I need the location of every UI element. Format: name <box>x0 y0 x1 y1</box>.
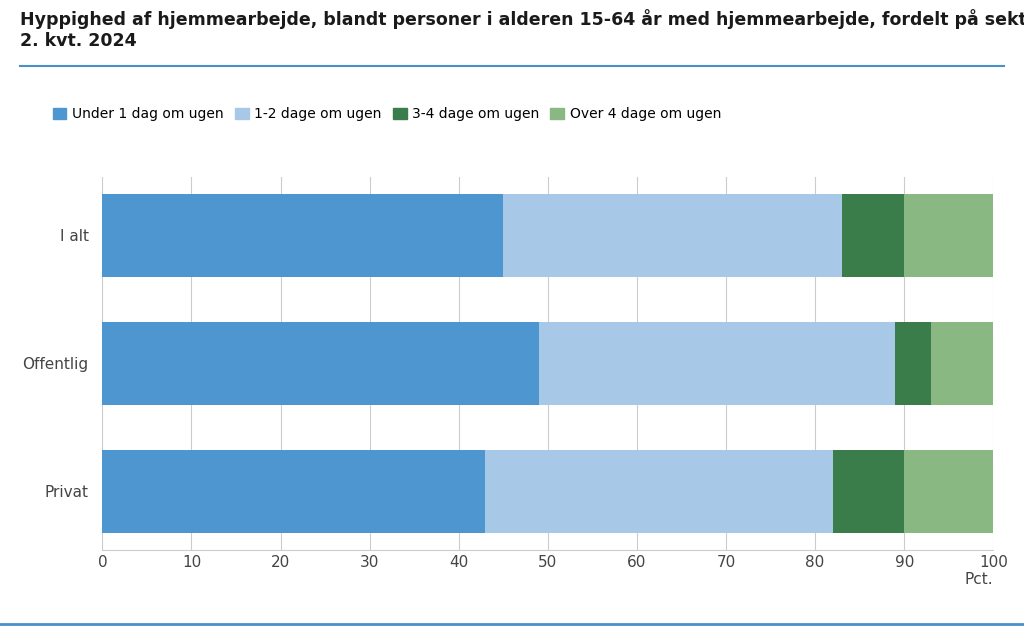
Bar <box>904 194 993 277</box>
Legend: Under 1 dag om ugen, 1-2 dage om ugen, 3-4 dage om ugen, Over 4 dage om ugen: Under 1 dag om ugen, 1-2 dage om ugen, 3… <box>47 102 727 127</box>
Bar <box>833 450 904 533</box>
Bar <box>931 322 993 405</box>
Bar <box>485 450 833 533</box>
Bar <box>904 450 993 533</box>
Text: Hyppighed af hjemmearbejde, blandt personer i alderen 15-64 år med hjemmearbejde: Hyppighed af hjemmearbejde, blandt perso… <box>20 9 1024 30</box>
Bar <box>102 194 503 277</box>
X-axis label: Pct.: Pct. <box>965 572 993 586</box>
Bar <box>895 322 931 405</box>
Bar <box>842 194 904 277</box>
Bar <box>539 322 895 405</box>
Bar <box>102 322 539 405</box>
Text: 2. kvt. 2024: 2. kvt. 2024 <box>20 32 137 49</box>
Bar <box>102 450 485 533</box>
Bar <box>503 194 842 277</box>
